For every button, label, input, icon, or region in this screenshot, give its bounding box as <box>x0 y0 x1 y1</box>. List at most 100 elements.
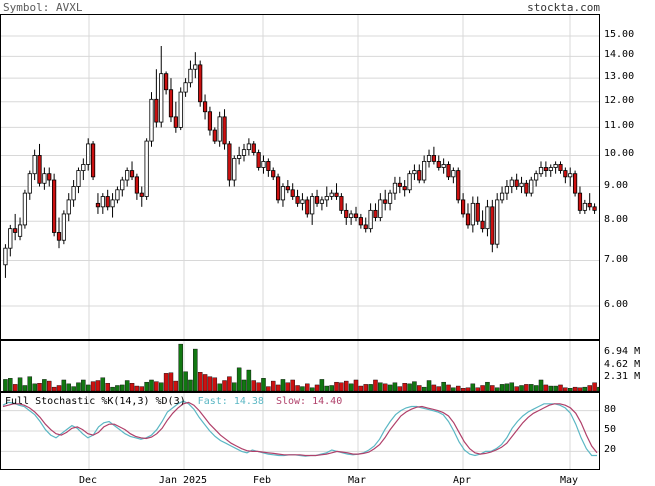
candle-body <box>105 196 110 208</box>
candle-body <box>422 161 427 181</box>
candle <box>441 158 446 174</box>
volume-bar <box>553 385 558 391</box>
candle-body <box>100 196 105 208</box>
stoch-fast-line <box>2 400 597 457</box>
candle <box>529 176 534 197</box>
candle <box>490 199 495 253</box>
candle-body <box>446 164 451 178</box>
volume-bar <box>300 386 305 391</box>
volume-bar <box>436 386 442 391</box>
candle <box>271 167 276 181</box>
volume-bar <box>499 384 505 391</box>
fast-label: Fast: <box>197 396 228 407</box>
volume-bar <box>558 384 563 391</box>
candle-body <box>95 202 101 208</box>
candle <box>47 167 52 187</box>
volume-bar <box>217 383 222 391</box>
candle-body <box>538 167 544 175</box>
candle-body <box>363 224 368 230</box>
volume-tick-label: 6.94 M <box>604 345 641 357</box>
volume-bar <box>387 384 393 391</box>
candle <box>159 46 164 128</box>
volume-bar <box>110 386 115 391</box>
candle <box>504 180 510 200</box>
volume-bar <box>470 383 476 391</box>
candle <box>339 193 344 214</box>
candle-body <box>188 68 193 84</box>
candle-body <box>261 161 266 168</box>
candle <box>261 155 266 174</box>
candle-body <box>222 116 227 145</box>
candle <box>387 189 393 211</box>
volume-bar <box>124 380 130 391</box>
candle <box>27 170 32 200</box>
candle-body <box>13 228 18 233</box>
volume-bar <box>32 383 37 391</box>
candle <box>461 193 466 218</box>
volume-bar <box>431 384 437 391</box>
volume-bar <box>232 382 237 391</box>
price-tick-label: 10.00 <box>604 148 635 160</box>
volume-bar <box>66 383 71 391</box>
volume-bar <box>344 380 349 391</box>
volume-bar <box>290 379 295 391</box>
candle <box>558 161 563 174</box>
volume-bar <box>533 385 539 391</box>
volume-bar <box>241 379 247 391</box>
candle-body <box>387 192 393 204</box>
candle-body <box>3 247 8 266</box>
candle <box>383 189 388 211</box>
candle-body <box>61 213 66 241</box>
stochastic-panel <box>0 392 600 470</box>
volume-chart <box>3 341 599 391</box>
candle-body <box>490 206 495 245</box>
candle-body <box>295 196 300 204</box>
candle-body <box>358 217 363 226</box>
candle <box>436 155 441 171</box>
candle <box>475 196 480 225</box>
volume-bar <box>227 376 232 391</box>
candle-body <box>339 196 344 211</box>
volume-bar <box>339 382 344 391</box>
candle-body <box>285 186 290 191</box>
candle <box>275 173 281 204</box>
candle <box>81 158 86 181</box>
candle <box>543 161 548 177</box>
candle <box>349 210 354 225</box>
candle <box>538 161 544 177</box>
volume-bar <box>61 379 67 391</box>
candle <box>71 180 76 207</box>
candle <box>329 189 334 200</box>
candle-body <box>81 164 86 171</box>
volume-bar <box>51 386 57 391</box>
candle <box>164 71 169 95</box>
candle <box>353 206 359 222</box>
candle-body <box>407 173 412 191</box>
volume-bar <box>3 379 8 391</box>
candle-body <box>164 73 169 91</box>
volume-bar <box>193 348 198 391</box>
candle <box>76 167 81 194</box>
candle-body <box>227 143 232 181</box>
candle-body <box>577 192 583 211</box>
candle-body <box>499 192 505 201</box>
candle-body <box>290 189 295 197</box>
candle-body <box>207 111 213 131</box>
candle-body <box>495 199 500 245</box>
candle <box>324 186 329 207</box>
candle <box>178 87 183 131</box>
candle-body <box>582 202 587 211</box>
volume-bar <box>305 383 310 391</box>
candle <box>344 203 349 225</box>
candle <box>300 193 305 211</box>
candle-body <box>392 182 398 194</box>
candle <box>373 203 378 222</box>
volume-bar <box>358 385 364 391</box>
candle-body <box>480 220 485 230</box>
candle <box>519 176 524 194</box>
candle <box>470 196 475 233</box>
symbol-label: Symbol: AVXL <box>3 1 83 14</box>
volume-bar <box>538 379 544 391</box>
volume-bar <box>441 381 446 391</box>
volume-bar <box>173 380 179 391</box>
